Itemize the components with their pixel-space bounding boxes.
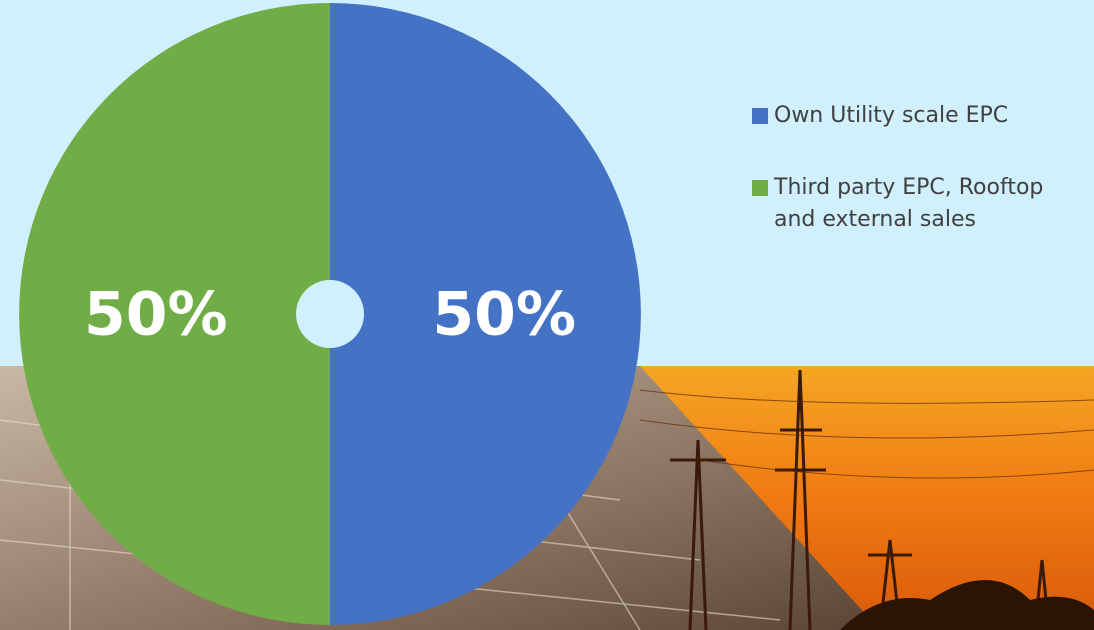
legend-item: Own Utility scale EPC [752,100,1082,132]
legend-label: Third party EPC, Rooftop and external sa… [774,175,1044,232]
pie-slice [19,3,330,625]
legend-swatch [752,108,768,124]
slice-label: 50% [84,280,228,350]
legend-item: Third party EPC, Rooftop and external sa… [752,172,1082,236]
legend-label: Own Utility scale EPC [774,103,1009,128]
pie: 50% 50% [19,3,641,625]
legend-swatch [752,180,768,196]
slice-label: 50% [432,280,576,350]
legend: Own Utility scale EPC Third party EPC, Ro… [752,100,1082,276]
donut-hole [296,280,364,348]
pie-slice [330,3,641,625]
